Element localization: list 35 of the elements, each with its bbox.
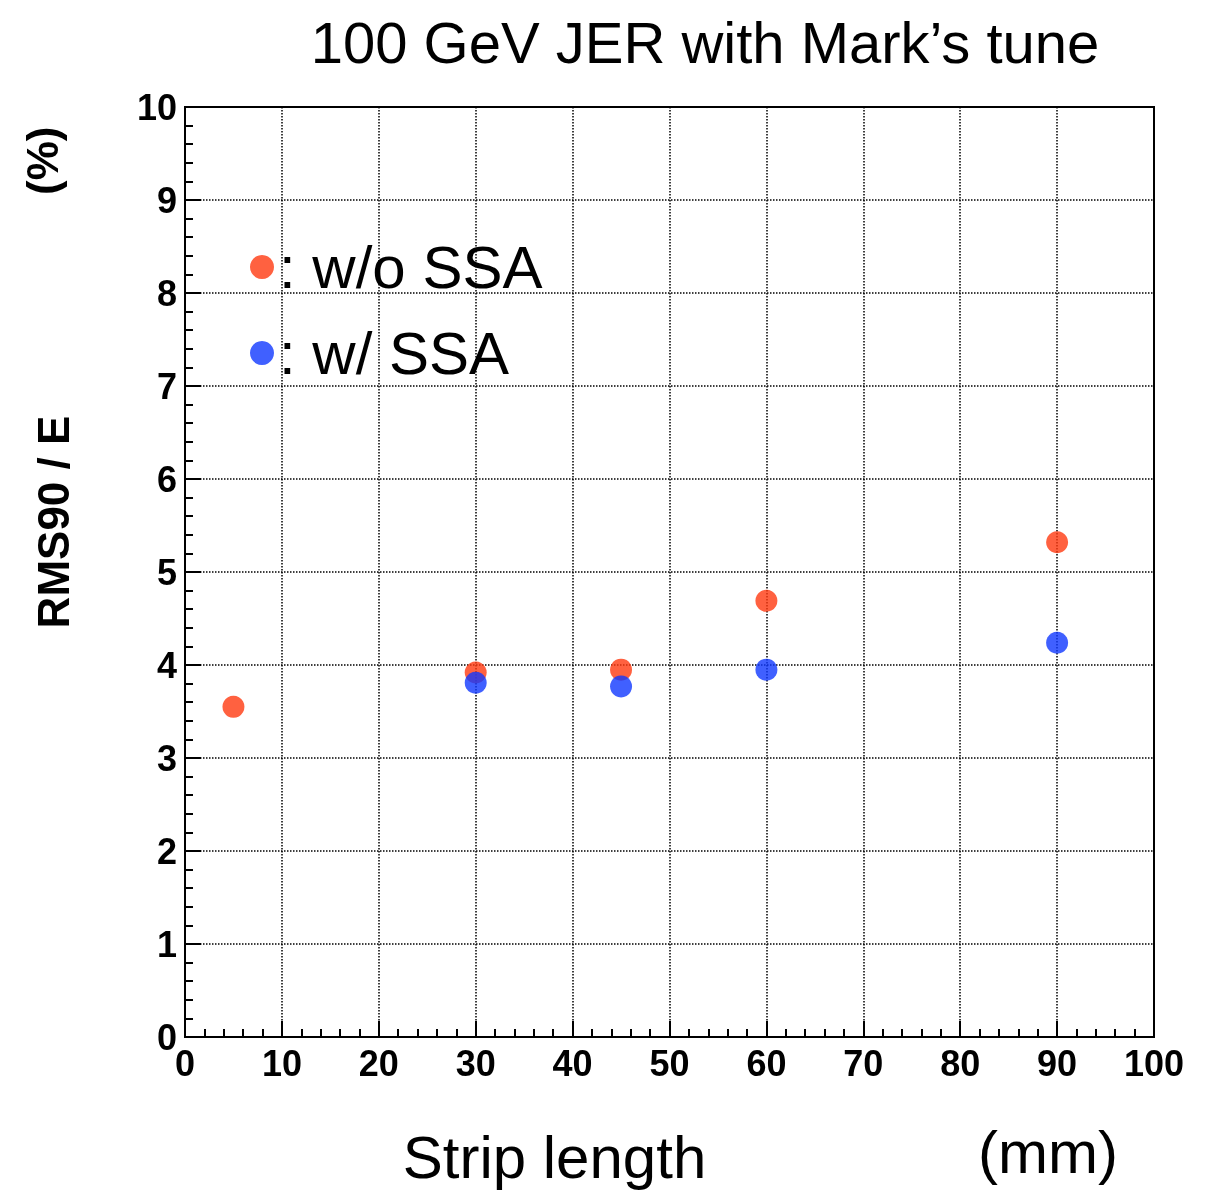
y-tick-label: 2 [156,830,177,872]
x-tick-label: 40 [552,1042,593,1084]
text: (mm) [978,1118,1118,1186]
x-axis-title: Strip length [402,1123,707,1191]
x-tick-label: 20 [358,1042,399,1084]
x-tick-label: 90 [1037,1042,1078,1084]
point [464,671,487,694]
y-tick-label: 7 [156,365,177,407]
x-tick-label: 10 [261,1042,302,1084]
x-tick-label: 30 [455,1042,496,1084]
y-tick-label: 4 [156,644,177,686]
y-tick-label: 1 [156,923,177,965]
y-tick-label: 5 [156,551,177,593]
point [755,658,778,681]
x-tick-label: 50 [649,1042,690,1084]
point [222,695,245,718]
point [610,675,633,698]
y-tick-label: 3 [156,737,177,779]
x-tick-label: 80 [940,1042,981,1084]
y-tick-label: 8 [156,272,177,314]
point [755,589,778,612]
legend-label: : w/ SSA [279,319,510,387]
y-tick-label: 9 [156,179,177,221]
y-tick-label: 0 [156,1016,177,1058]
point [1046,631,1069,654]
y-tick-label: 6 [156,458,177,500]
y-axis-title: RMS90 / E [28,415,78,629]
y-tick-label: 10 [136,86,177,128]
point [1046,531,1069,554]
x-tick-label: 100 [1123,1042,1185,1084]
text: (%) [17,126,67,195]
x-tick-label: 60 [746,1042,787,1084]
legend-label: : w/o SSA [279,233,543,301]
chart-title: 100 GeV JER with Mark’s tune [310,9,1100,75]
x-tick-label: 70 [843,1042,884,1084]
